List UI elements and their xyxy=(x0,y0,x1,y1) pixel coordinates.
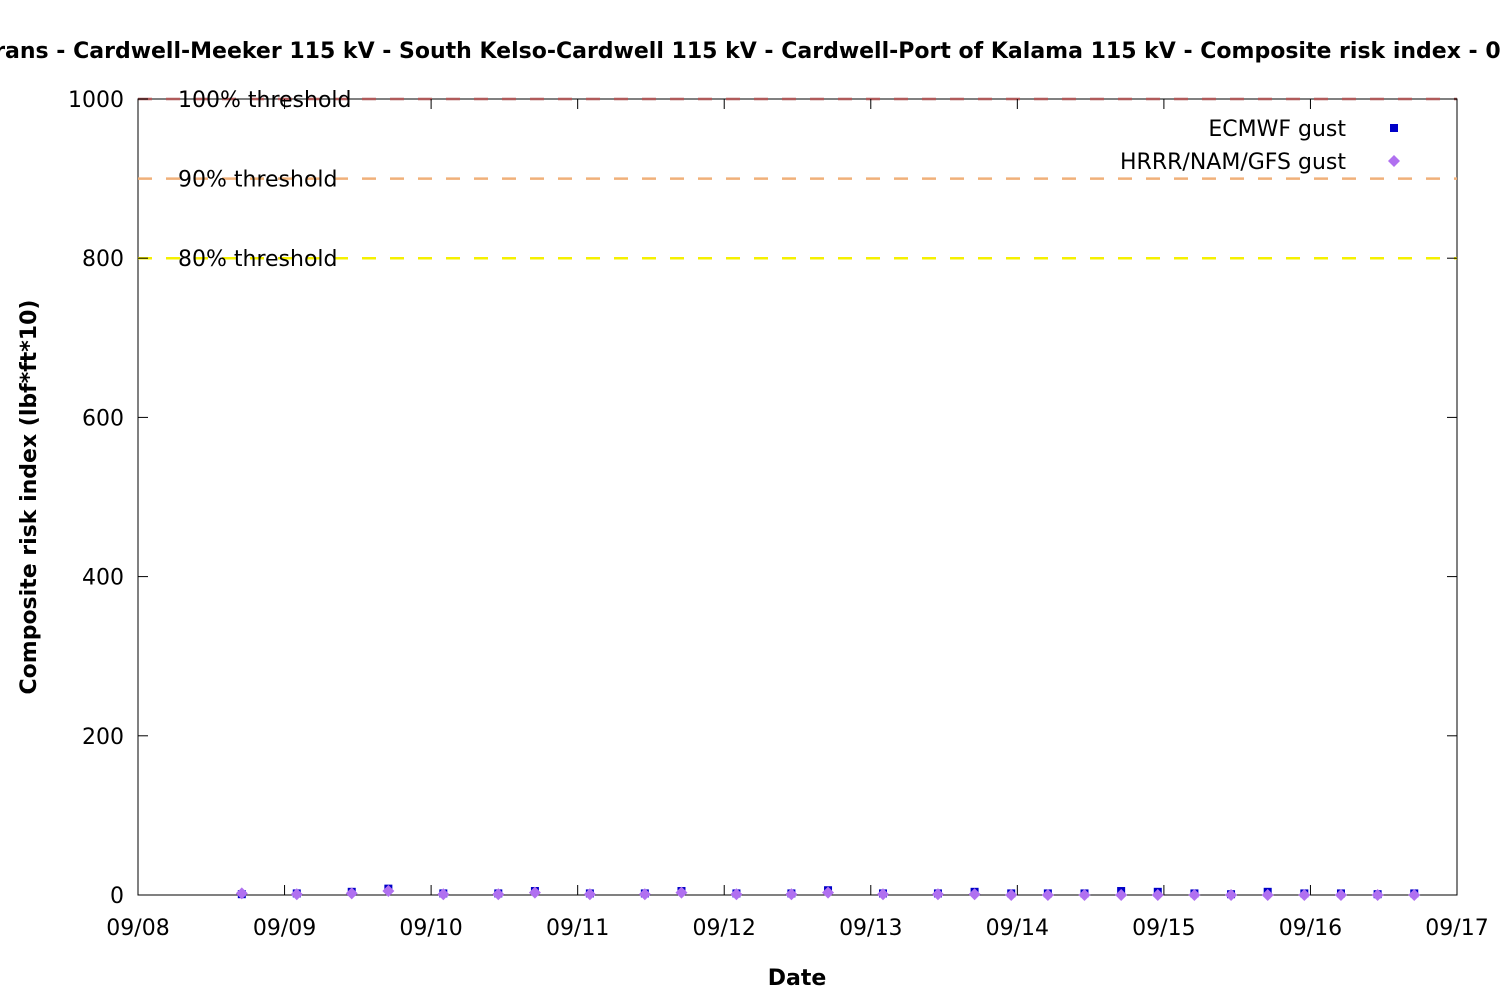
threshold-lines: 100% threshold 90% threshold 80% threshold xyxy=(138,88,1457,272)
data-point xyxy=(1371,889,1384,901)
legend-marker xyxy=(1388,155,1400,167)
x-axis: 09/08 09/09 09/10 09/11 09/12 09/13 09/14 09/15… xyxy=(106,99,1489,941)
data-point xyxy=(638,888,651,901)
x-tick-label: 09/17 xyxy=(1425,916,1488,941)
threshold-label: 90% threshold xyxy=(178,168,338,193)
legend-label: ECMWF gust xyxy=(1208,117,1346,142)
x-tick-label: 09/15 xyxy=(1132,916,1195,941)
data-point xyxy=(1261,889,1274,901)
data-point xyxy=(1078,889,1091,901)
x-tick-label: 09/12 xyxy=(693,916,756,941)
data-point xyxy=(437,888,450,901)
x-tick-label: 09/08 xyxy=(106,916,169,941)
threshold-label: 100% threshold xyxy=(178,88,352,113)
data-point xyxy=(675,886,688,899)
data-point xyxy=(730,888,743,901)
y-tick-label: 0 xyxy=(110,884,124,909)
data-point xyxy=(1005,889,1018,901)
legend: ECMWF gust HRRR/NAM/GFS gust xyxy=(1120,117,1400,175)
x-tick-label: 09/16 xyxy=(1279,916,1342,941)
data-point xyxy=(345,887,358,900)
data-point xyxy=(1115,889,1128,901)
y-tick-label: 800 xyxy=(82,247,124,272)
data-point xyxy=(290,888,303,901)
legend-marker xyxy=(1390,124,1398,132)
data-point xyxy=(235,887,248,900)
data-point xyxy=(968,888,981,901)
chart-title: 31 trans - Cardwell-Meeker 115 kV - Sout… xyxy=(0,39,1500,64)
data-point xyxy=(1225,889,1238,901)
data-point xyxy=(1188,889,1201,901)
y-tick-label: 200 xyxy=(82,725,124,750)
y-axis-title: Composite risk index (lbf*ft*10) xyxy=(17,300,42,695)
data-point xyxy=(382,885,395,898)
data-point xyxy=(1151,889,1164,901)
data-point xyxy=(931,888,944,901)
data-point xyxy=(1334,889,1347,901)
data-point xyxy=(1408,889,1421,901)
x-axis-title: Date xyxy=(768,966,827,991)
data-point xyxy=(1041,889,1054,901)
x-tick-label: 09/14 xyxy=(986,916,1049,941)
y-tick-label: 600 xyxy=(82,406,124,431)
data-point xyxy=(822,886,835,899)
data-point xyxy=(583,888,596,901)
data-point xyxy=(1298,889,1311,901)
x-tick-label: 09/10 xyxy=(399,916,462,941)
y-tick-label: 1000 xyxy=(68,88,124,113)
plot-frame xyxy=(137,98,1458,896)
x-tick-label: 09/13 xyxy=(839,916,902,941)
data-point xyxy=(785,888,798,901)
data-series xyxy=(235,884,1421,901)
y-axis: 0 200 400 600 800 1000 xyxy=(68,88,1457,909)
series-hrrr-nam-gfs-gust xyxy=(235,885,1421,901)
data-point xyxy=(492,888,505,901)
x-tick-label: 09/09 xyxy=(253,916,316,941)
data-point xyxy=(876,888,889,901)
x-tick-label: 09/11 xyxy=(546,916,609,941)
y-tick-label: 400 xyxy=(82,566,124,591)
threshold-label: 80% threshold xyxy=(178,247,338,272)
data-point xyxy=(528,886,541,899)
legend-label: HRRR/NAM/GFS gust xyxy=(1120,150,1346,175)
